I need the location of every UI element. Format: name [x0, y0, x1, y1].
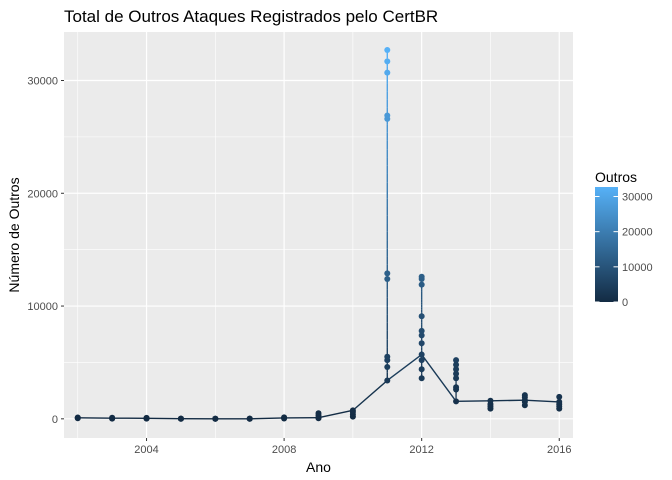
legend-tick-label: 30000	[622, 191, 653, 203]
chart-title: Total de Outros Ataques Registrados pelo…	[64, 7, 438, 26]
data-point	[556, 393, 563, 400]
data-point	[384, 112, 391, 119]
data-point	[384, 47, 391, 54]
data-point	[418, 340, 425, 347]
series-line-segment	[249, 417, 285, 420]
data-point	[349, 407, 356, 414]
data-point	[418, 273, 425, 280]
data-point	[384, 58, 391, 65]
grid-minor	[64, 32, 573, 438]
series-line-segment	[317, 409, 354, 419]
data-point	[453, 361, 460, 368]
data-point	[384, 270, 391, 277]
x-tick-label: 2004	[134, 444, 158, 456]
data-point	[281, 414, 288, 421]
plot-panel	[64, 32, 573, 438]
data-point	[453, 398, 460, 405]
x-tick-label: 2008	[272, 444, 296, 456]
series-line-segment	[455, 400, 492, 403]
legend-tick-label: 10000	[622, 262, 653, 274]
data-point	[315, 410, 322, 417]
data-point	[453, 370, 460, 377]
legend-colorbar	[595, 187, 618, 302]
data-point	[453, 366, 460, 373]
data-point	[143, 414, 150, 421]
y-tick-label: 0	[52, 414, 58, 426]
data-point	[177, 415, 184, 422]
data-point	[418, 375, 425, 382]
data-point	[418, 357, 425, 364]
series-line-segment	[420, 353, 457, 403]
data-point	[418, 313, 425, 320]
y-tick-label: 20000	[27, 188, 58, 200]
data-point	[521, 392, 528, 399]
data-point	[384, 275, 391, 282]
data-point	[418, 332, 425, 339]
data-point	[246, 415, 253, 422]
data-point	[453, 357, 460, 364]
series-line-segment	[352, 379, 388, 412]
data-point	[212, 415, 219, 422]
y-tick-label: 30000	[27, 75, 58, 87]
data-point	[556, 398, 563, 405]
series-line-segment	[489, 399, 526, 402]
data-point	[384, 353, 391, 360]
x-tick-label: 2012	[409, 444, 433, 456]
legend-title: Outros	[595, 169, 637, 185]
legend-tick-label: 0	[622, 297, 628, 309]
data-point	[74, 414, 81, 421]
y-axis-title: Número de Outros	[6, 177, 22, 292]
data-points	[74, 47, 563, 422]
data-point	[109, 414, 116, 421]
data-point	[418, 327, 425, 334]
x-axis-title: Ano	[306, 459, 331, 475]
data-point	[453, 375, 460, 382]
data-point	[487, 397, 494, 404]
data-point	[384, 363, 391, 370]
data-point	[418, 351, 425, 358]
x-tick-label: 2016	[547, 444, 571, 456]
data-point	[384, 377, 391, 384]
legend-ticks: 0 10000 20000 30000	[595, 191, 653, 309]
x-axis: 2004 2008 2012 2016	[134, 438, 571, 456]
data-point	[418, 281, 425, 288]
legend-tick-label: 20000	[622, 227, 653, 239]
y-tick-label: 10000	[27, 301, 58, 313]
data-point	[453, 384, 460, 391]
data-point	[418, 366, 425, 373]
data-point	[384, 69, 391, 76]
legend: Outros 0 10000 20000 30000	[595, 169, 653, 309]
series-line-segment	[386, 353, 423, 382]
y-axis: 0 10000 20000 30000	[27, 75, 64, 426]
series-line-segment	[524, 399, 560, 403]
